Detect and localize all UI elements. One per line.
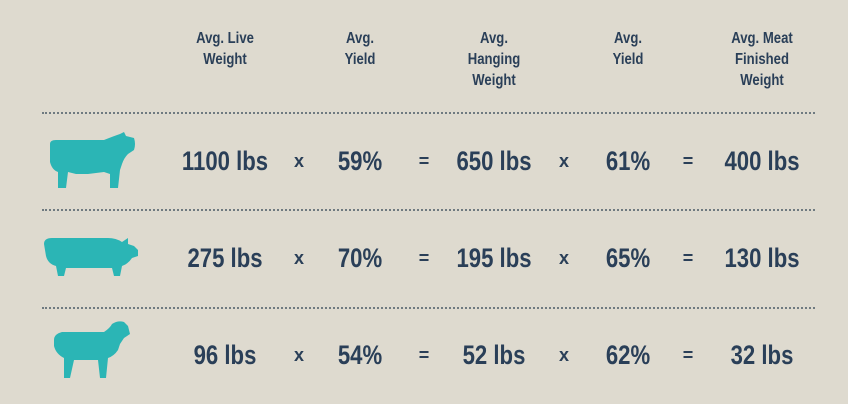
yield-value: 62%: [605, 340, 651, 370]
header-live-weight: Avg. Live Weight: [196, 30, 254, 68]
divider: [42, 307, 815, 309]
multiply-sign: x: [293, 151, 305, 171]
finished-weight-value: 130 lbs: [724, 243, 800, 273]
header-yield-1: Avg. Yield: [344, 30, 376, 68]
table-row: 275 lbs x 70% = 195 lbs x 65% = 130 lbs: [0, 228, 848, 288]
header-yield-2: Avg. Yield: [612, 30, 644, 68]
yield-value: 61%: [605, 146, 651, 176]
yield-value: 70%: [337, 243, 383, 273]
table-row: 96 lbs x 54% = 52 lbs x 62% = 32 lbs: [0, 325, 848, 385]
multiply-sign: x: [558, 151, 570, 171]
divider: [42, 112, 815, 114]
yield-value: 59%: [337, 146, 383, 176]
yield-value: 65%: [605, 243, 651, 273]
table-row: 1100 lbs x 59% = 650 lbs x 61% = 400 lbs: [0, 131, 848, 191]
lamb-icon: [54, 321, 130, 378]
hanging-weight-value: 52 lbs: [462, 340, 526, 370]
multiply-sign: x: [558, 248, 570, 268]
equals-sign: =: [682, 248, 694, 268]
multiply-sign: x: [558, 345, 570, 365]
multiply-sign: x: [293, 248, 305, 268]
equals-sign: =: [682, 151, 694, 171]
equals-sign: =: [682, 345, 694, 365]
yield-value: 54%: [337, 340, 383, 370]
equals-sign: =: [418, 248, 430, 268]
hanging-weight-value: 650 lbs: [456, 146, 532, 176]
equals-sign: =: [418, 345, 430, 365]
hanging-weight-value: 195 lbs: [456, 243, 532, 273]
live-weight-value: 96 lbs: [193, 340, 257, 370]
header-hanging-weight: Avg. Hanging Weight: [467, 30, 521, 89]
live-weight-value: 275 lbs: [187, 243, 263, 273]
equals-sign: =: [418, 151, 430, 171]
pig-icon: [44, 238, 138, 276]
finished-weight-value: 400 lbs: [724, 146, 800, 176]
cow-icon: [50, 132, 135, 188]
multiply-sign: x: [293, 345, 305, 365]
header-finished-weight: Avg. Meat Finished Weight: [731, 30, 793, 89]
live-weight-value: 1100 lbs: [181, 146, 269, 176]
finished-weight-value: 32 lbs: [730, 340, 794, 370]
divider: [42, 209, 815, 211]
